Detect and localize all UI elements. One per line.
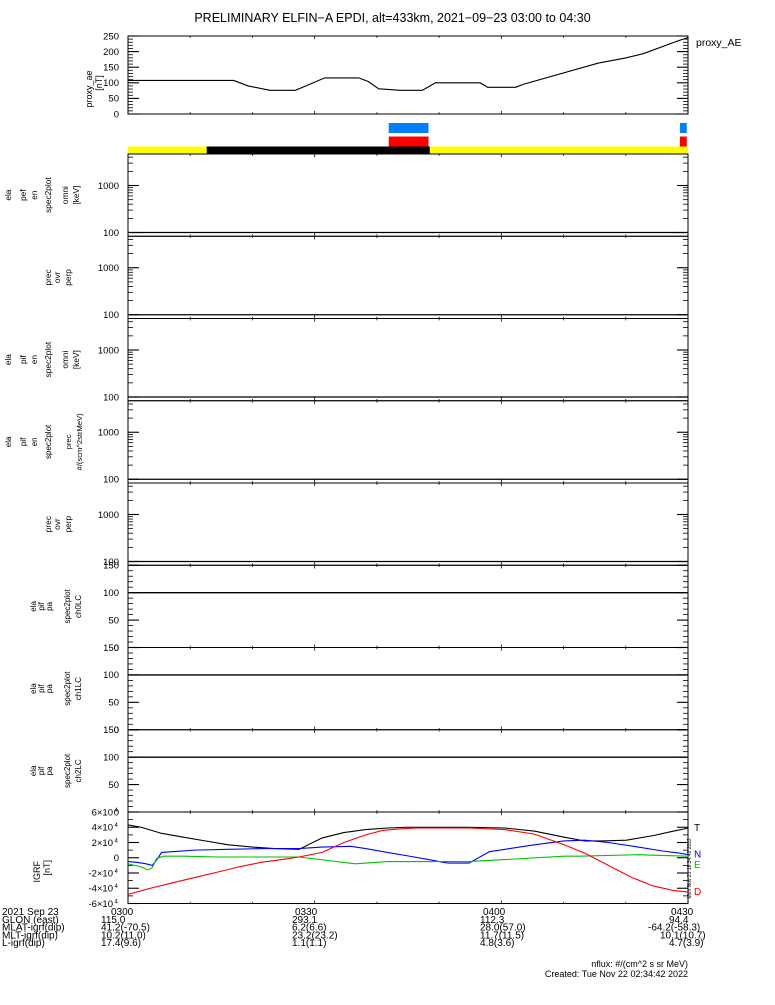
svg-text:ela: ela: [3, 354, 13, 365]
svg-text:[keV]: [keV]: [71, 186, 81, 205]
svg-text:spec2plot: spec2plot: [63, 671, 72, 706]
svg-text:[nT]: [nT]: [94, 75, 104, 91]
svg-text:pa: pa: [45, 766, 54, 775]
svg-text:4.8(3.6): 4.8(3.6): [480, 938, 514, 949]
svg-text:2×10: 2×10: [92, 838, 113, 849]
svg-text:omni: omni: [60, 350, 70, 368]
svg-text:ovr: ovr: [52, 271, 62, 283]
svg-text:1000: 1000: [98, 263, 119, 274]
svg-text:omni: omni: [60, 186, 70, 204]
svg-text:4×10: 4×10: [92, 823, 113, 834]
svg-text:1.1(1.1): 1.1(1.1): [292, 938, 326, 949]
svg-text:50: 50: [108, 615, 119, 626]
svg-text:1000: 1000: [98, 428, 119, 439]
svg-text:IGRF: IGRF: [32, 860, 42, 882]
svg-text:ch2LC: ch2LC: [74, 759, 83, 782]
svg-text:pa: pa: [45, 684, 54, 693]
svg-text:proxy_ae: proxy_ae: [84, 70, 94, 107]
svg-text:200: 200: [103, 47, 119, 58]
svg-text:T: T: [694, 823, 700, 834]
svg-text:250: 250: [103, 31, 119, 42]
svg-text:1000: 1000: [98, 181, 119, 192]
svg-text:150: 150: [103, 561, 119, 572]
svg-text:50: 50: [108, 94, 119, 105]
svg-text:spec2plot: spec2plot: [43, 177, 53, 213]
svg-text:proxy_AE: proxy_AE: [696, 37, 742, 49]
svg-text:50: 50: [108, 698, 119, 709]
svg-text:ch1LC: ch1LC: [74, 677, 83, 700]
svg-text:spec2plot: spec2plot: [44, 424, 53, 459]
svg-text:-2×10: -2×10: [88, 868, 113, 879]
svg-text:[nT]: [nT]: [42, 860, 52, 876]
svg-text:150: 150: [103, 643, 119, 654]
svg-text:perp: perp: [63, 269, 73, 286]
svg-text:D: D: [694, 887, 701, 898]
svg-text:100: 100: [103, 228, 119, 239]
svg-text:100: 100: [103, 752, 119, 763]
svg-text:en: en: [30, 437, 39, 446]
svg-text:pa: pa: [45, 601, 54, 610]
svg-text:1000: 1000: [98, 510, 119, 521]
svg-text:ela: ela: [3, 189, 13, 200]
svg-text:prec: prec: [64, 434, 73, 449]
svg-text:100: 100: [103, 475, 119, 486]
svg-text:E: E: [694, 860, 701, 871]
svg-text:Mon Nov 21 18:34:42 2022: Mon Nov 21 18:34:42 2022: [687, 838, 693, 899]
svg-text:[keV]: [keV]: [71, 350, 81, 369]
svg-text:ch0LC: ch0LC: [74, 595, 83, 618]
svg-text:100: 100: [103, 392, 119, 403]
svg-text:50: 50: [108, 780, 119, 791]
svg-text:100: 100: [103, 588, 119, 599]
svg-text:17.4(9.6): 17.4(9.6): [101, 938, 141, 949]
svg-text:6×10: 6×10: [92, 807, 113, 818]
svg-text:Created: Tue Nov 22 02:34:42 2: Created: Tue Nov 22 02:34:42 2022: [545, 969, 688, 979]
svg-text:nflux: #/(cm^2 s sr MeV): nflux: #/(cm^2 s sr MeV): [591, 959, 688, 969]
svg-text:-6×10: -6×10: [88, 899, 113, 910]
svg-text:spec2plot: spec2plot: [63, 753, 72, 788]
svg-text:spec2plot: spec2plot: [63, 588, 72, 623]
svg-text:L-igrf(dip): L-igrf(dip): [2, 938, 45, 949]
svg-text:ela: ela: [4, 436, 13, 447]
svg-text:ovr: ovr: [52, 518, 62, 530]
svg-text:150: 150: [103, 63, 119, 74]
svg-text:N: N: [694, 850, 701, 861]
svg-text:1000: 1000: [98, 345, 119, 356]
svg-text:PRELIMINARY ELFIN−A EPDI, alt=: PRELIMINARY ELFIN−A EPDI, alt=433km, 202…: [194, 11, 590, 25]
svg-text:100: 100: [103, 310, 119, 321]
svg-text:100: 100: [103, 670, 119, 681]
svg-text:4.7(3.9): 4.7(3.9): [669, 938, 703, 949]
svg-text:0: 0: [114, 109, 119, 120]
svg-text:-4×10: -4×10: [88, 884, 113, 895]
svg-text:100: 100: [103, 78, 119, 89]
svg-text:spec2plot: spec2plot: [43, 341, 53, 377]
svg-text:150: 150: [103, 725, 119, 736]
svg-text:pif: pif: [19, 437, 28, 446]
svg-text:pef: pef: [18, 189, 28, 201]
svg-text:en: en: [29, 355, 39, 365]
svg-text:pif: pif: [18, 355, 28, 364]
svg-text:perp: perp: [63, 515, 73, 532]
svg-text:0: 0: [114, 853, 119, 864]
svg-text:#/(scm^2strMeV): #/(scm^2strMeV): [75, 413, 84, 471]
svg-text:en: en: [29, 190, 39, 200]
